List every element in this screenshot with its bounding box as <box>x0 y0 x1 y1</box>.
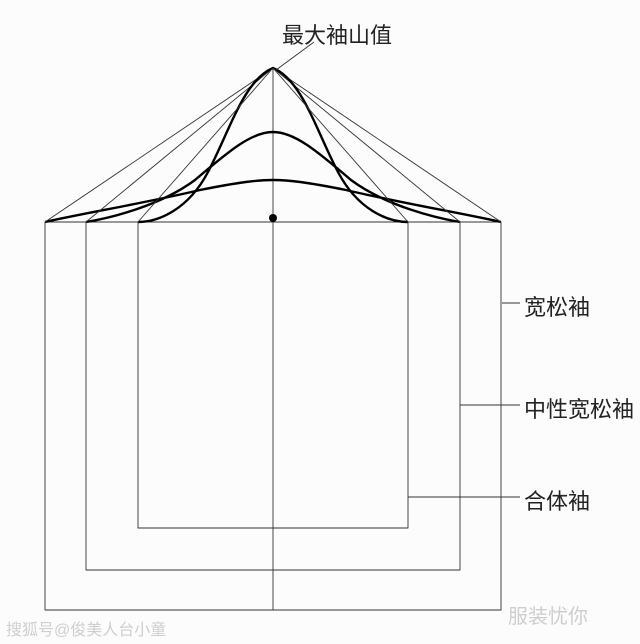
center-dot <box>269 214 277 222</box>
label-medium: 中性宽松袖 <box>524 392 634 424</box>
sleeve-diagram <box>0 0 640 644</box>
sleeve-medium-diag-left <box>86 68 273 222</box>
label-fitted: 合体袖 <box>524 484 590 516</box>
watermark-right: 服装忧你 <box>508 600 588 629</box>
label-loose: 宽松袖 <box>524 290 590 322</box>
sleeve-medium-diag-right <box>273 68 460 222</box>
label-top: 最大袖山值 <box>282 18 392 50</box>
watermark-left: 搜狐号@俊美人台小童 <box>6 616 166 640</box>
